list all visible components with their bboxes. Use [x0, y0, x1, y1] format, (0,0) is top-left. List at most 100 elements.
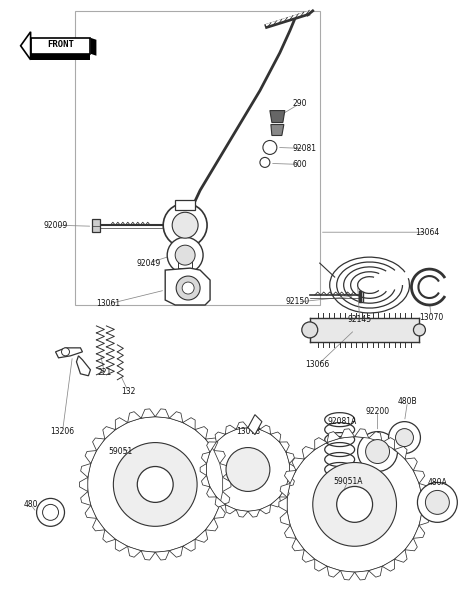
Polygon shape — [213, 451, 225, 463]
Circle shape — [259, 157, 269, 167]
Circle shape — [336, 487, 372, 523]
Polygon shape — [270, 125, 283, 136]
Polygon shape — [270, 497, 280, 507]
Text: 92009: 92009 — [44, 221, 68, 230]
Circle shape — [176, 276, 200, 300]
Polygon shape — [270, 432, 280, 442]
Polygon shape — [225, 505, 236, 514]
Polygon shape — [92, 438, 105, 451]
Polygon shape — [404, 538, 416, 551]
Text: 92150: 92150 — [285, 298, 309, 307]
Circle shape — [163, 203, 206, 247]
Text: 92145: 92145 — [347, 316, 371, 325]
Polygon shape — [206, 442, 216, 452]
Circle shape — [301, 322, 317, 338]
Polygon shape — [247, 422, 259, 430]
Circle shape — [175, 245, 194, 265]
Text: 13066: 13066 — [305, 361, 329, 370]
Bar — [75, 11, 319, 305]
Polygon shape — [354, 571, 368, 580]
Text: 132: 132 — [121, 387, 135, 396]
Polygon shape — [205, 438, 218, 451]
Circle shape — [365, 440, 388, 464]
Polygon shape — [285, 475, 294, 487]
Polygon shape — [115, 418, 127, 430]
Polygon shape — [85, 451, 96, 463]
Polygon shape — [215, 432, 225, 442]
Circle shape — [388, 422, 419, 454]
Circle shape — [167, 237, 203, 273]
Polygon shape — [259, 425, 270, 434]
Polygon shape — [141, 409, 155, 418]
Polygon shape — [418, 511, 428, 526]
Polygon shape — [382, 437, 394, 449]
Text: 13206: 13206 — [50, 427, 75, 436]
Circle shape — [43, 505, 58, 520]
Polygon shape — [155, 551, 169, 560]
Polygon shape — [285, 452, 294, 464]
Circle shape — [206, 428, 289, 511]
Polygon shape — [92, 518, 105, 531]
Circle shape — [394, 428, 413, 446]
Polygon shape — [115, 539, 127, 551]
Polygon shape — [279, 442, 288, 452]
Circle shape — [182, 282, 194, 294]
Circle shape — [357, 431, 397, 472]
Polygon shape — [382, 559, 394, 571]
Text: 92081: 92081 — [292, 144, 316, 153]
Text: 59051A: 59051A — [332, 477, 362, 486]
Polygon shape — [182, 418, 195, 430]
Polygon shape — [201, 475, 209, 487]
Polygon shape — [81, 491, 91, 505]
Polygon shape — [127, 412, 141, 422]
Polygon shape — [201, 452, 209, 464]
Polygon shape — [215, 497, 225, 507]
Polygon shape — [340, 429, 354, 438]
Text: 13064: 13064 — [414, 228, 438, 237]
Circle shape — [417, 482, 457, 523]
Polygon shape — [301, 550, 314, 562]
Polygon shape — [90, 38, 96, 56]
Polygon shape — [279, 487, 288, 497]
Polygon shape — [291, 458, 304, 470]
Polygon shape — [247, 509, 259, 517]
Polygon shape — [194, 427, 207, 439]
Text: 600: 600 — [292, 160, 307, 169]
Polygon shape — [236, 422, 247, 430]
Polygon shape — [291, 538, 304, 551]
Text: 480: 480 — [23, 500, 38, 509]
Polygon shape — [326, 566, 340, 577]
Polygon shape — [413, 526, 424, 538]
Polygon shape — [165, 268, 210, 305]
Polygon shape — [354, 429, 368, 438]
Polygon shape — [219, 491, 229, 505]
Text: 92081A: 92081A — [326, 417, 356, 426]
Circle shape — [286, 437, 421, 572]
Polygon shape — [280, 484, 289, 497]
Polygon shape — [76, 356, 90, 376]
Polygon shape — [259, 505, 270, 514]
Polygon shape — [314, 437, 326, 449]
Polygon shape — [284, 470, 295, 484]
Text: 13078: 13078 — [235, 427, 259, 436]
Polygon shape — [301, 446, 314, 459]
Text: 290: 290 — [292, 99, 307, 108]
Circle shape — [172, 212, 198, 238]
Circle shape — [312, 463, 396, 546]
Polygon shape — [169, 412, 182, 422]
Polygon shape — [404, 458, 416, 470]
Polygon shape — [169, 547, 182, 557]
Circle shape — [263, 140, 276, 154]
Text: 480B: 480B — [397, 397, 416, 406]
Text: 92200: 92200 — [365, 407, 389, 416]
Circle shape — [137, 467, 173, 502]
Polygon shape — [103, 530, 115, 542]
Polygon shape — [326, 431, 340, 442]
Polygon shape — [284, 526, 295, 538]
Polygon shape — [314, 559, 326, 571]
Polygon shape — [247, 415, 261, 434]
Polygon shape — [368, 566, 382, 577]
Polygon shape — [280, 511, 289, 526]
Polygon shape — [206, 487, 216, 497]
Polygon shape — [56, 348, 82, 358]
